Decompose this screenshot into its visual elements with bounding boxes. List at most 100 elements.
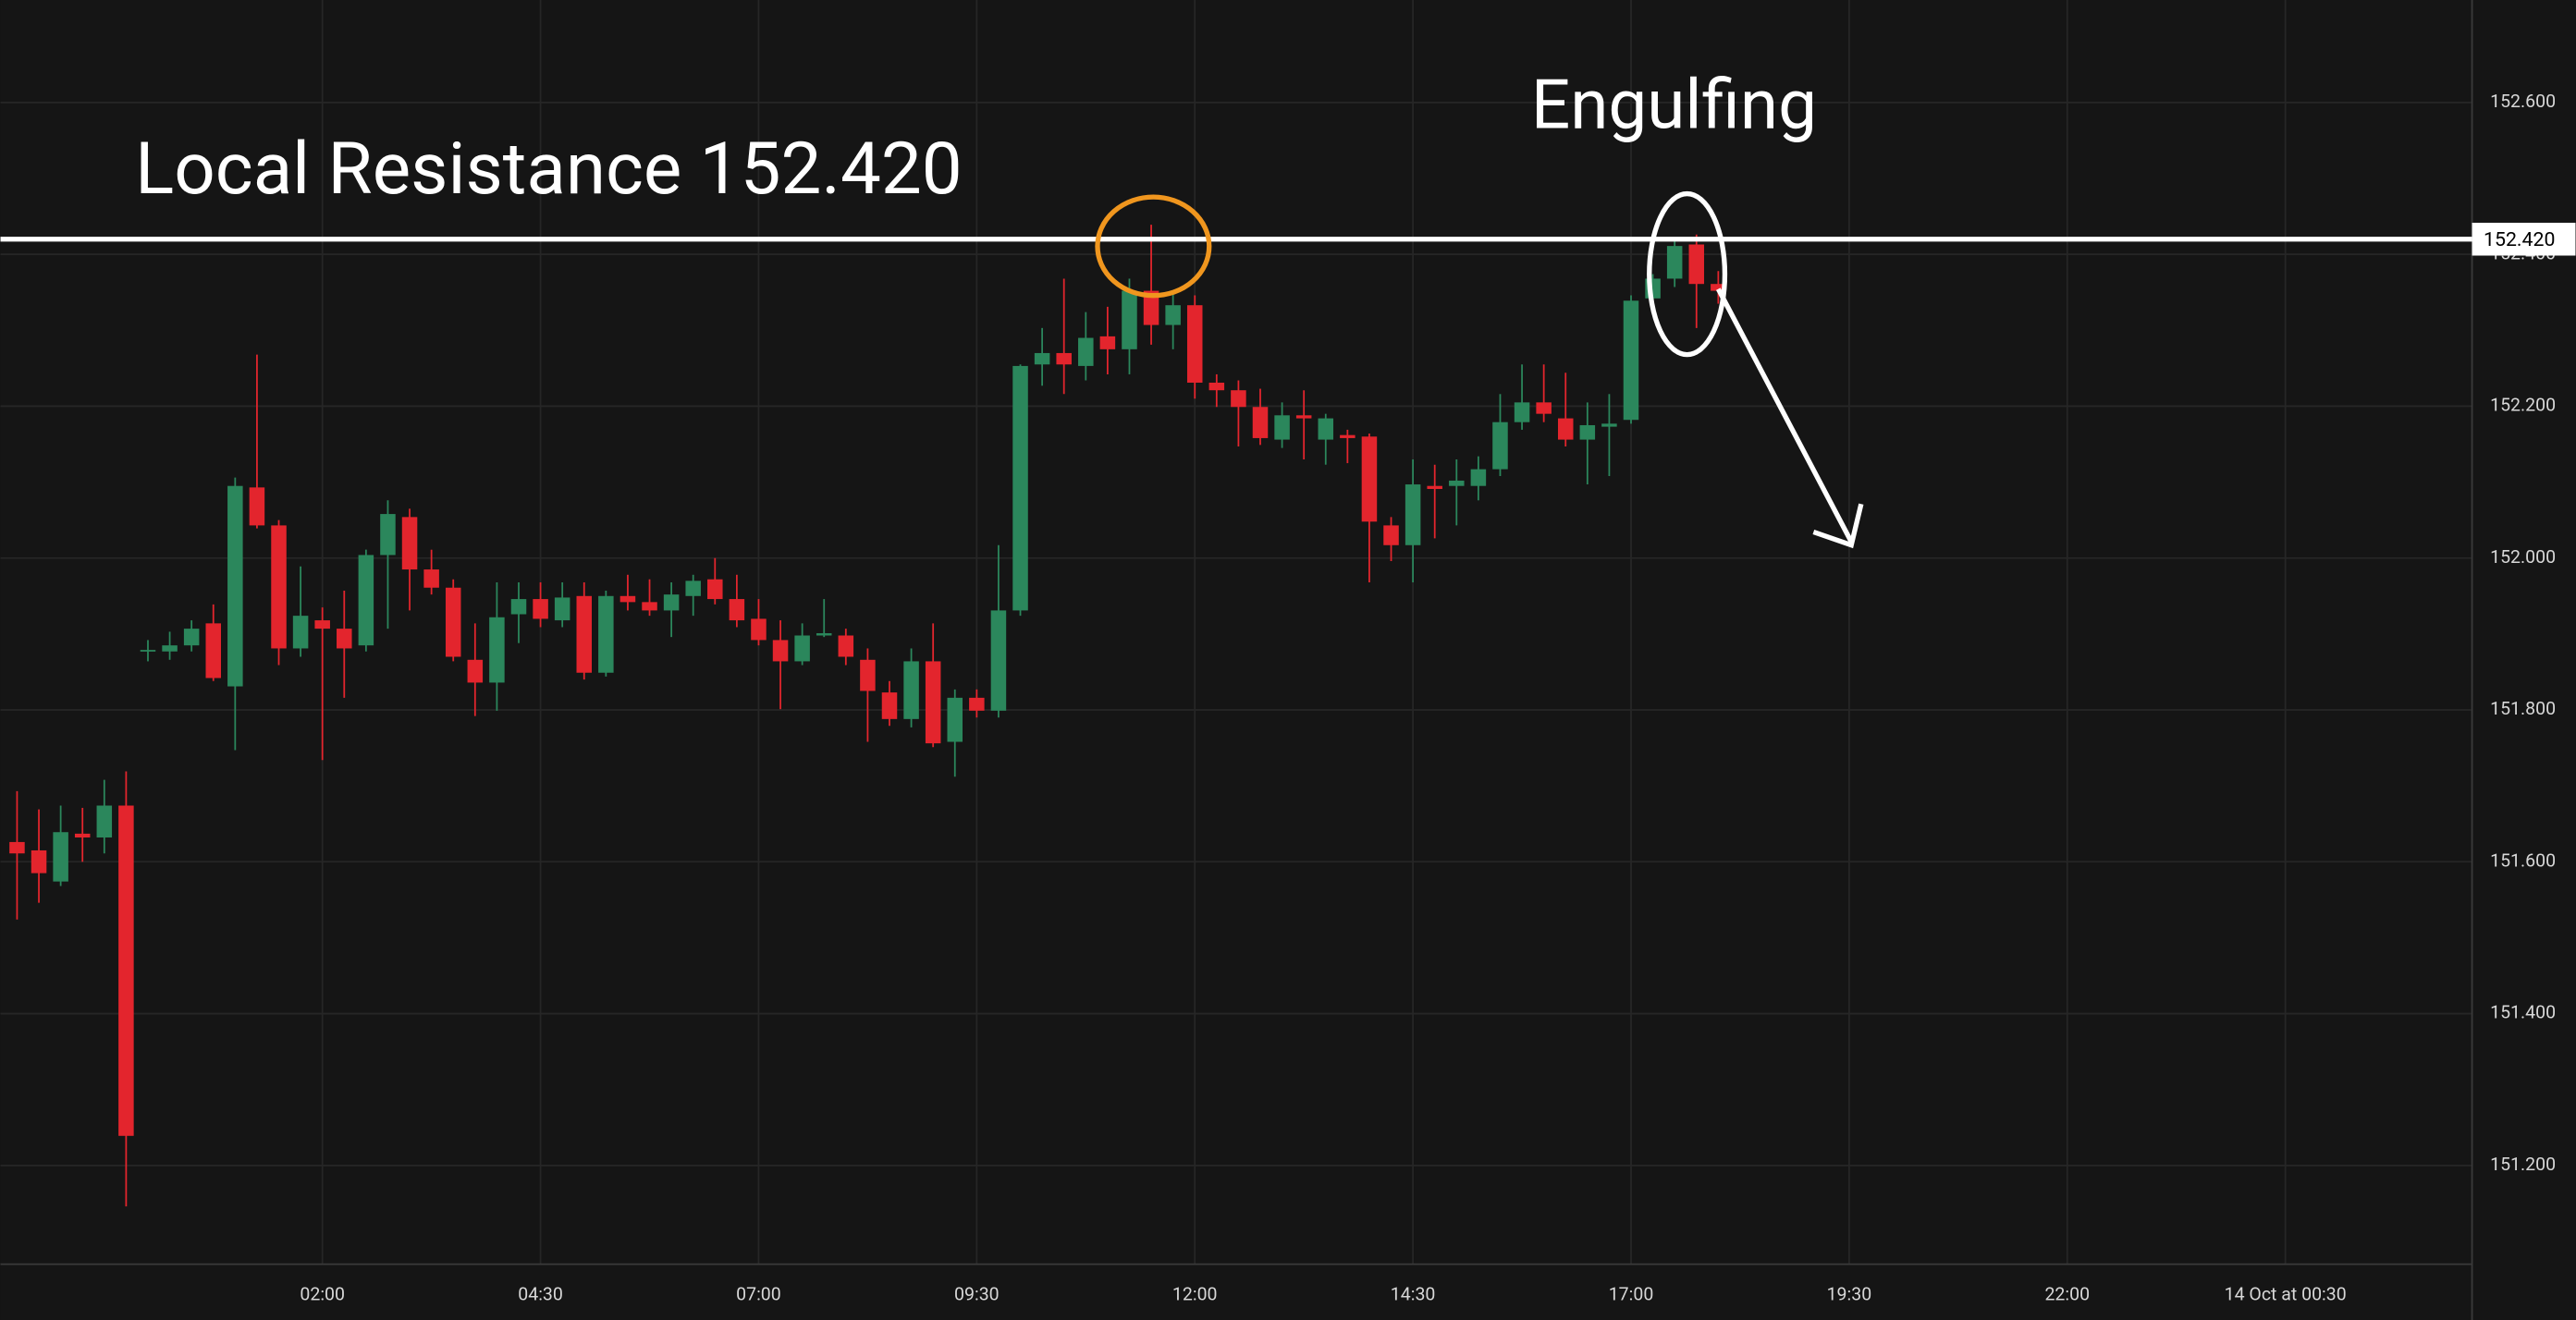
candle-body xyxy=(576,595,593,673)
candle-body xyxy=(663,594,680,611)
candle-body xyxy=(1405,484,1421,545)
x-tick-label: 14:30 xyxy=(1391,1284,1436,1305)
x-tick-label: 07:00 xyxy=(736,1284,781,1305)
candle-body xyxy=(533,599,548,619)
highlight-circle xyxy=(1095,194,1212,299)
resistance-annotation: Local Resistance 152.420 xyxy=(135,128,963,212)
candle-body xyxy=(1252,407,1269,438)
candle-body xyxy=(1514,402,1530,422)
y-tick-label: 151.200 xyxy=(2490,1154,2556,1175)
candle-body xyxy=(1536,402,1552,414)
x-tick-label: 22:00 xyxy=(2044,1284,2090,1305)
candle-body xyxy=(1012,365,1028,611)
candle-body xyxy=(314,620,330,629)
candle-body xyxy=(838,635,854,657)
candle-body xyxy=(1056,352,1072,365)
candles xyxy=(9,225,1726,1207)
highlight-ellipse xyxy=(1647,190,1728,358)
candle-body xyxy=(925,661,941,744)
candle-body xyxy=(751,618,767,641)
y-tick-label: 152.000 xyxy=(2490,546,2556,568)
x-tick-label: 09:30 xyxy=(954,1284,1000,1305)
candle-body xyxy=(292,616,309,649)
candle-body xyxy=(1579,424,1596,440)
candle-body xyxy=(205,623,222,678)
candle-body xyxy=(467,659,484,683)
price-tag xyxy=(2472,222,2576,256)
candle-body xyxy=(598,595,614,673)
candle-body xyxy=(1143,290,1159,325)
candle-body xyxy=(1666,246,1683,279)
candle-body xyxy=(816,633,832,636)
arrow-head xyxy=(1812,503,1864,549)
candle-body xyxy=(642,602,657,611)
candle-body xyxy=(1099,336,1116,349)
candle-body xyxy=(1122,290,1137,349)
candle-body xyxy=(337,629,352,649)
candle-body xyxy=(554,597,570,621)
candle-body xyxy=(1492,422,1508,470)
candle-body xyxy=(510,599,527,615)
candle-body xyxy=(860,659,876,691)
y-tick-label: 151.600 xyxy=(2490,849,2556,871)
candle-body xyxy=(1383,525,1399,545)
candle-body xyxy=(1340,434,1355,438)
candle-body xyxy=(96,805,113,837)
overlay: Local Resistance 152.420 Engulfing xyxy=(135,66,1864,549)
candle-body xyxy=(903,661,919,719)
candle-body xyxy=(1274,415,1290,440)
candle-body xyxy=(1623,300,1639,421)
arrow-shaft xyxy=(1715,287,1854,544)
candle-body xyxy=(118,805,134,1136)
candle-body xyxy=(227,485,243,687)
candle-body xyxy=(271,525,287,649)
candle-body xyxy=(53,832,68,882)
pattern-annotation: Engulfing xyxy=(1531,66,1817,146)
candle-body xyxy=(358,555,374,646)
y-tick-label: 151.400 xyxy=(2490,1002,2556,1023)
candle-body xyxy=(1165,305,1181,325)
candle-body xyxy=(1208,382,1225,391)
candle-body xyxy=(1601,423,1617,427)
candle-body xyxy=(1470,469,1487,486)
y-tick-label: 152.200 xyxy=(2490,395,2556,416)
candle-body xyxy=(380,514,396,556)
candle-body xyxy=(162,645,178,652)
candle-body xyxy=(1318,418,1334,440)
candle-body xyxy=(772,640,789,662)
candle-body xyxy=(74,833,91,837)
price-tag-label: 152.420 xyxy=(2484,228,2555,251)
candle-body xyxy=(489,617,505,683)
candle-body xyxy=(707,579,723,600)
candle-body xyxy=(1361,436,1378,522)
candle-body xyxy=(619,595,636,603)
x-tick-label: 02:00 xyxy=(300,1284,345,1305)
candle-body xyxy=(1557,418,1574,440)
candle-body xyxy=(1078,337,1094,366)
y-tick-label: 152.600 xyxy=(2490,91,2556,112)
x-tick-label: 12:00 xyxy=(1172,1284,1218,1305)
candle-body xyxy=(1688,244,1705,285)
candle-body xyxy=(947,697,963,742)
x-tick-label: 19:30 xyxy=(1827,1284,1872,1305)
candle-body xyxy=(401,517,418,570)
candle-body xyxy=(685,581,701,596)
x-tick-label: 04:30 xyxy=(518,1284,563,1305)
candle-body xyxy=(1449,480,1465,486)
candle-body xyxy=(1186,305,1203,383)
candle-body xyxy=(1711,284,1726,291)
candle-body xyxy=(249,487,265,526)
candle-body xyxy=(990,610,1007,711)
candle-body xyxy=(140,650,156,652)
candle-body xyxy=(794,635,810,662)
candle-body xyxy=(1295,415,1312,419)
candle-body xyxy=(729,599,745,621)
y-tick-label: 151.800 xyxy=(2490,698,2556,719)
candle-body xyxy=(969,697,985,711)
candle-body xyxy=(9,841,25,854)
x-tick-label: 17:00 xyxy=(1609,1284,1654,1305)
candle-body xyxy=(1231,390,1246,408)
candle-body xyxy=(1427,485,1442,489)
